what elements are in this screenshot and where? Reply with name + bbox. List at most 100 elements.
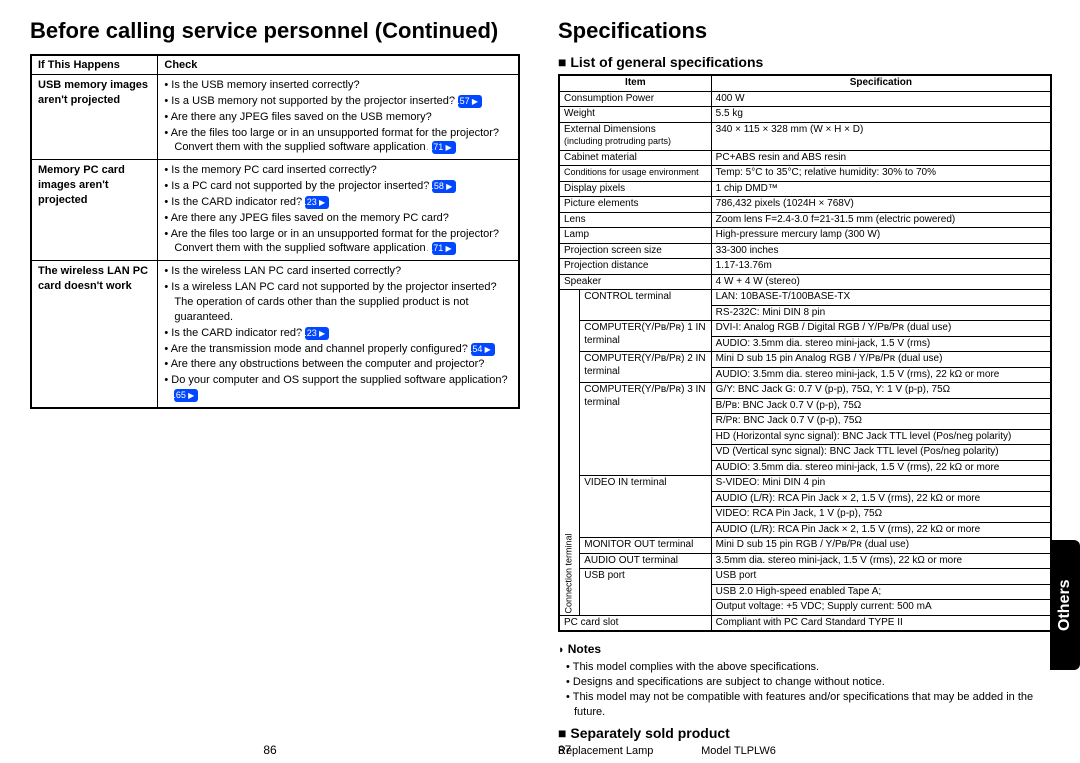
conn-value: AUDIO: 3.5mm dia. stereo mini-jack, 1.5 … [711,336,1051,352]
check-item: Are the files too large or in an unsuppo… [164,227,512,257]
page-ref: p.23 [305,196,329,209]
spec-item: Speaker [559,274,711,290]
check-item: Are there any obstructions between the c… [164,357,512,372]
check-item: Are there any JPEG files saved on the US… [164,110,512,125]
check-item: Do your computer and OS support the supp… [164,373,512,403]
check-item: Are the transmission mode and channel pr… [164,342,512,357]
sep-model: Model TLPLW6 [701,745,776,757]
conn-item: COMPUTER(Y/Pʙ/Pʀ) 2 IN terminal [580,352,711,383]
spec-value: Temp: 5°C to 35°C; relative humidity: 30… [711,166,1051,182]
page-number-left: 86 [0,743,540,757]
check-cell: Is the USB memory inserted correctly? Is… [158,75,519,160]
spec-value: 1.17-13.76m [711,259,1051,275]
spec-value: 5.5 kg [711,107,1051,123]
spec-item: Cabinet material [559,150,711,166]
right-page: Specifications List of general specifica… [540,0,1080,763]
conn-value: B/Pʙ: BNC Jack 0.7 V (p-p), 75Ω [711,398,1051,414]
check-item: Is the CARD indicator red? p.23 [164,326,512,341]
th-spec: Specification [711,75,1051,91]
spec-item: Consumption Power [559,91,711,107]
conn-value: USB port [711,569,1051,585]
check-item: Are the files too large or in an unsuppo… [164,126,512,156]
conn-value: RS-232C: Mini DIN 8 pin [711,305,1051,321]
check-item: Is a USB memory not supported by the pro… [164,94,512,109]
th-check: Check [158,55,519,75]
spec-list-heading: List of general specifications [558,54,1052,70]
issue-cell: USB memory images aren't projected [31,75,158,160]
page-ref: p.23 [305,327,329,340]
conn-item: VIDEO IN terminal [580,476,711,538]
conn-value: S-VIDEO: Mini DIN 4 pin [711,476,1051,492]
page-ref: p.57 [458,95,482,108]
conn-value: Mini D sub 15 pin Analog RGB / Y/Pʙ/Pʀ (… [711,352,1051,368]
check-item: Is the memory PC card inserted correctly… [164,163,512,178]
page-ref: p.71 [432,141,456,154]
conn-value: AUDIO (L/R): RCA Pin Jack × 2, 1.5 V (rm… [711,491,1051,507]
conn-value: VIDEO: RCA Pin Jack, 1 V (p-p), 75Ω [711,507,1051,523]
section-tab-others: Others [1050,540,1080,670]
conn-value: AUDIO: 3.5mm dia. stereo mini-jack, 1.5 … [711,367,1051,383]
conn-item: USB port [580,569,711,616]
notes-heading: Notes [558,642,1052,656]
check-item: Is the CARD indicator red? p.23 [164,195,512,210]
spec-item: PC card slot [559,615,711,631]
connection-terminal-label: Connection terminal [559,290,580,616]
check-item: Is the wireless LAN PC card inserted cor… [164,264,512,279]
check-cell: Is the wireless LAN PC card inserted cor… [158,261,519,408]
page-ref: p.58 [432,180,456,193]
conn-value: VD (Vertical sync signal): BNC Jack TTL … [711,445,1051,461]
troubleshooting-table: If This Happens Check USB memory images … [30,54,520,409]
specs-table: Item Specification Consumption Power400 … [558,74,1052,632]
conn-item: COMPUTER(Y/Pʙ/Pʀ) 1 IN terminal [580,321,711,352]
spec-value: High-pressure mercury lamp (300 W) [711,228,1051,244]
page-spread: Before calling service personnel (Contin… [0,0,1080,763]
spec-item: External Dimensions (including protrudin… [559,122,711,150]
conn-item: MONITOR OUT terminal [580,538,711,554]
spec-value: 33-300 inches [711,243,1051,259]
spec-item: Weight [559,107,711,123]
spec-value: 340 × 115 × 328 mm (W × H × D) [711,122,1051,150]
conn-value: DVI-I: Analog RGB / Digital RGB / Y/Pʙ/P… [711,321,1051,337]
note-item: Designs and specifications are subject t… [566,675,1052,690]
check-item: Is a PC card not supported by the projec… [164,179,512,194]
conn-value: 3.5mm dia. stereo mini-jack, 1.5 V (rms)… [711,553,1051,569]
conn-value: AUDIO: 3.5mm dia. stereo mini-jack, 1.5 … [711,460,1051,476]
conn-value: Mini D sub 15 pin RGB / Y/Pʙ/Pʀ (dual us… [711,538,1051,554]
page-ref: p.71 [432,242,456,255]
page-number-right: 87 [558,743,571,757]
check-item: Is the USB memory inserted correctly? [164,78,512,93]
spec-value: Compliant with PC Card Standard TYPE II [711,615,1051,631]
spec-item: Display pixels [559,181,711,197]
check-item: Is a wireless LAN PC card not supported … [164,280,512,325]
conn-value: Output voltage: +5 VDC; Supply current: … [711,600,1051,616]
notes-list: This model complies with the above speci… [558,660,1052,719]
spec-item: Projection screen size [559,243,711,259]
spec-value: 400 W [711,91,1051,107]
conn-item: AUDIO OUT terminal [580,553,711,569]
left-page: Before calling service personnel (Contin… [0,0,540,763]
replacement-lamp-row: Replacement Lamp Model TLPLW6 [558,745,1052,757]
check-item: Are there any JPEG files saved on the me… [164,211,512,226]
spec-value: 4 W + 4 W (stereo) [711,274,1051,290]
note-item: This model may not be compatible with fe… [566,690,1052,720]
conn-item: COMPUTER(Y/Pʙ/Pʀ) 3 IN terminal [580,383,711,476]
spec-item: Picture elements [559,197,711,213]
conn-value: AUDIO (L/R): RCA Pin Jack × 2, 1.5 V (rm… [711,522,1051,538]
conn-value: HD (Horizontal sync signal): BNC Jack TT… [711,429,1051,445]
spec-item: Projection distance [559,259,711,275]
page-ref: p.65 [174,389,198,402]
conn-value: G/Y: BNC Jack G: 0.7 V (p-p), 75Ω, Y: 1 … [711,383,1051,399]
spec-value: 786,432 pixels (1024H × 768V) [711,197,1051,213]
th-item: Item [559,75,711,91]
check-cell: Is the memory PC card inserted correctly… [158,160,519,261]
spec-value: 1 chip DMD™ [711,181,1051,197]
issue-cell: Memory PC card images aren't projected [31,160,158,261]
separately-sold-heading: Separately sold product [558,725,1052,741]
spec-value: PC+ABS resin and ABS resin [711,150,1051,166]
sep-label: Replacement Lamp [558,745,698,757]
conn-item: CONTROL terminal [580,290,711,321]
note-item: This model complies with the above speci… [566,660,1052,675]
spec-item: Lens [559,212,711,228]
right-title: Specifications [558,18,1052,44]
spec-item: Lamp [559,228,711,244]
